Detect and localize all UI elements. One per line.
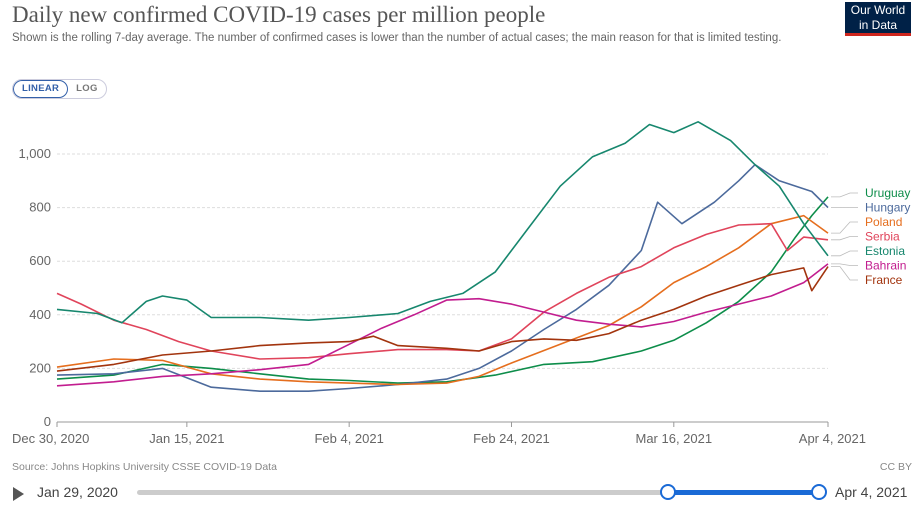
legend-connector [831,250,858,257]
timeline-end-label: Apr 4, 2021 [835,484,908,500]
owid-logo[interactable]: Our World in Data [845,2,911,36]
x-tick-label: Jan 15, 2021 [149,431,224,446]
legend-label-bahrain[interactable]: Bahrain [865,259,906,273]
linear-scale-button[interactable]: LINEAR [13,80,69,98]
x-tick-label: Feb 4, 2021 [314,431,383,446]
series-line-estonia[interactable] [56,121,829,324]
y-tick-label: 0 [44,414,51,429]
line-chart: 0 200 400 600 800 1,000 Dec 30, 2020 Jan 15, 2… [12,121,910,446]
play-icon[interactable] [13,487,24,501]
series-line-uruguay[interactable] [56,196,829,384]
series-line-serbia[interactable] [56,222,829,360]
y-tick-label: 600 [29,253,51,268]
legend-connector [831,192,858,198]
legend: UruguayHungaryPolandSerbiaEstoniaBahrain… [831,186,910,287]
legend-connector [831,263,858,266]
legend-connector [831,236,858,241]
legend-label-france[interactable]: France [865,273,903,287]
timeline-selected-range [667,490,819,495]
series-line-bahrain[interactable] [56,263,829,387]
series-line-france[interactable] [56,266,829,372]
timeline-start-handle[interactable] [659,484,676,500]
scale-toggle: LINEAR LOG [12,79,107,99]
timeline-start-label: Jan 29, 2020 [37,484,118,500]
y-tick-label: 400 [29,307,51,322]
logo-bar [845,33,911,36]
x-tick-label: Apr 4, 2021 [799,431,866,446]
chart-subtitle: Shown is the rolling 7-day average. The … [12,32,782,44]
y-tick-label: 1,000 [18,146,51,161]
y-tick-label: 800 [29,200,51,215]
y-tick-label: 200 [29,360,51,375]
timeline-track[interactable] [137,490,819,495]
y-axis: 0 200 400 600 800 1,000 [18,146,51,429]
chart-title: Daily new confirmed COVID-19 cases per m… [12,2,546,27]
legend-label-poland[interactable]: Poland [865,215,902,229]
grid-lines [57,153,828,423]
license-link[interactable]: CC BY [879,461,912,473]
legend-label-serbia[interactable]: Serbia [865,230,900,244]
logo-line-2: in Data [858,18,898,32]
source-note[interactable]: Source: Johns Hopkins University CSSE CO… [12,461,277,473]
series-lines [56,121,829,393]
timeline-end-handle[interactable] [811,484,827,500]
x-tick-label: Feb 24, 2021 [473,431,550,446]
log-scale-button[interactable]: LOG [76,83,98,94]
x-tick-label: Mar 16, 2021 [635,431,712,446]
legend-label-estonia[interactable]: Estonia [865,244,905,258]
series-line-hungary[interactable] [56,163,829,393]
x-tick-label: Dec 30, 2020 [12,431,89,446]
legend-connector [831,221,858,234]
logo-line-1: Our World [850,3,906,17]
legend-connector [831,266,858,281]
series-line-poland[interactable] [56,214,829,386]
x-axis: Dec 30, 2020 Jan 15, 2021 Feb 4, 2021 Feb 2… [12,422,866,446]
legend-label-hungary[interactable]: Hungary [865,201,910,215]
legend-label-uruguay[interactable]: Uruguay [865,186,910,200]
